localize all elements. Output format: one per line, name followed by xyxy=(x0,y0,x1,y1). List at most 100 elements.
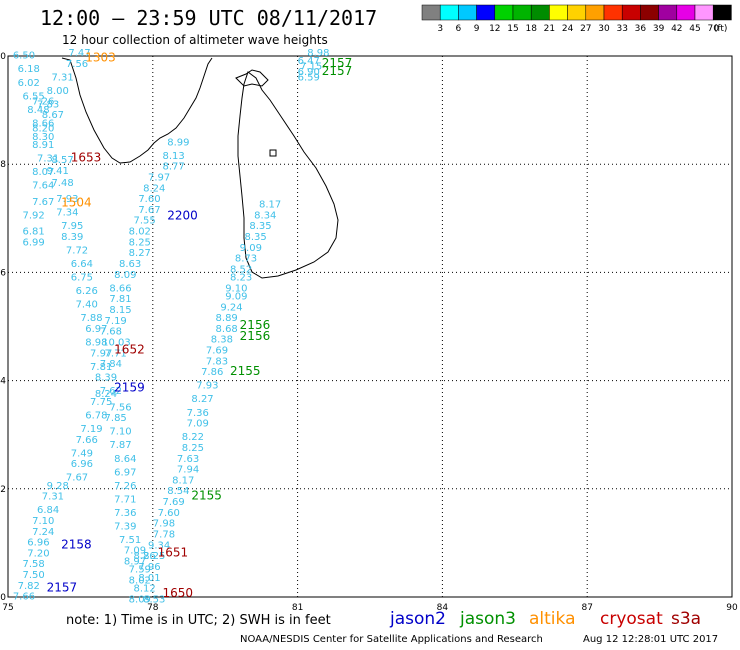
swh-value: 8.25 xyxy=(182,443,204,454)
colorbar-label: 70 xyxy=(707,24,719,34)
jaffna-coastline xyxy=(235,69,269,87)
colorbar-label: 45 xyxy=(689,24,700,34)
swh-value: 7.96 xyxy=(138,562,160,573)
colorbar-label: 33 xyxy=(616,24,627,34)
swh-value: 7.97 xyxy=(90,348,112,359)
swh-value: 8.67 xyxy=(42,110,64,121)
swh-value: 7.71 xyxy=(105,348,127,359)
swh-value: 7.93 xyxy=(56,194,78,205)
colorbar-swatch xyxy=(439,4,459,21)
colorbar-label: 15 xyxy=(507,24,518,34)
swh-value: 8.23 xyxy=(230,273,252,284)
swh-value: 8.39 xyxy=(95,373,117,384)
swh-value: 6.55 xyxy=(22,91,44,102)
pass-time-label: 1303 xyxy=(85,50,116,64)
x-tick-label: 75 xyxy=(2,603,13,613)
swh-value: 8.26 xyxy=(133,551,155,562)
map-frame: 75 78 81 84 87 90 0 2 4 6 8 10 xyxy=(0,52,738,613)
pass-time-label: 2155 xyxy=(230,364,261,378)
map-subtitle: 12 hour collection of altimeter wave hei… xyxy=(62,33,328,47)
x-tick-label: 90 xyxy=(726,603,738,613)
legend-altika: altika xyxy=(529,609,576,629)
swh-value: 6.90 xyxy=(298,67,320,78)
swh-value: 7.92 xyxy=(22,210,44,221)
colorbar-label: 30 xyxy=(598,24,610,34)
y-tick-label: 6 xyxy=(0,268,6,278)
swh-value: 8.35 xyxy=(245,232,267,243)
x-tick-label: 81 xyxy=(292,603,303,613)
swh-value: 7.72 xyxy=(66,245,88,256)
swh-value: 8.01 xyxy=(138,573,160,584)
swh-value: 8.77 xyxy=(162,162,184,173)
swh-value: 8.17 xyxy=(259,199,281,210)
swh-value: 7.75 xyxy=(90,397,112,408)
swh-value: 8.66 xyxy=(109,283,131,294)
colorbar-swatch xyxy=(640,4,659,21)
pass-time-labels: 1303 1653 1504 2200 1652 2159 2158 2157 21562156… xyxy=(47,50,353,600)
y-tick-label: 4 xyxy=(0,377,6,387)
swh-value: 9.10 xyxy=(225,283,247,294)
y-tick-label: 2 xyxy=(0,485,6,495)
swh-value: 6.47 xyxy=(298,56,320,67)
x-tick-label: 87 xyxy=(581,603,592,613)
swh-value: 7.67 xyxy=(66,473,88,484)
swh-value: 7.81 xyxy=(109,294,131,305)
swh-value: 7.83 xyxy=(37,99,59,110)
colorbar-label: 39 xyxy=(653,24,665,34)
y-tick-label: 10 xyxy=(0,52,6,62)
swh-value: 6.18 xyxy=(18,64,40,75)
swh-value: 7.69 xyxy=(206,346,228,357)
swh-value: 7.71 xyxy=(114,494,136,505)
swh-value: 8.64 xyxy=(114,454,136,465)
colorbar-swatch xyxy=(549,4,568,21)
swh-value: 6.59 xyxy=(298,72,320,83)
colorbar-swatch xyxy=(476,4,496,21)
colorbar-swatch xyxy=(676,4,696,21)
swh-value: 7.64 xyxy=(32,181,54,192)
swh-value: 8.66 xyxy=(32,118,54,129)
swh-value: 6.84 xyxy=(37,505,59,516)
swh-value: 7.60 xyxy=(138,194,160,205)
pass-time-label: 2157 xyxy=(322,64,353,78)
y-tick-label: 8 xyxy=(0,160,6,170)
swh-value: 8.20 xyxy=(32,124,54,135)
swh-value: 7.31 xyxy=(37,153,59,164)
swh-value: 7.26 xyxy=(32,97,54,108)
swh-value: 7.15 xyxy=(300,62,322,73)
swh-value: 7.48 xyxy=(51,178,73,189)
swh-value: 8.53 xyxy=(143,594,165,605)
swh-value: 6.02 xyxy=(18,78,40,89)
swh-value: 7.51 xyxy=(119,535,141,546)
swh-value: 8.17 xyxy=(172,475,194,486)
swh-value: 8.02 xyxy=(129,575,151,586)
colorbar-swatch xyxy=(603,4,623,21)
swh-value: 9.41 xyxy=(47,166,69,177)
swh-value: 7.19 xyxy=(80,424,102,435)
colorbar-unit: (ft) xyxy=(714,24,728,34)
y-tick-label: 0 xyxy=(0,593,6,603)
swh-value: 8.57 xyxy=(51,155,73,166)
swh-value: 6.64 xyxy=(71,259,93,270)
swh-value: 8.27 xyxy=(129,248,151,259)
swh-value: 7.24 xyxy=(32,527,54,538)
swh-value: 8.73 xyxy=(235,254,257,265)
swh-value: 7.58 xyxy=(22,559,44,570)
colorbar-label: 24 xyxy=(562,24,574,34)
colorbar-label: 27 xyxy=(580,24,591,34)
swh-value: 7.09 xyxy=(124,546,146,557)
swh-value: 8.12 xyxy=(133,584,155,595)
swh-tracks: 7.476.507.566.187.316.028.006.557.267.83… xyxy=(13,48,330,605)
colorbar-swatch xyxy=(530,4,550,21)
credit-line: NOAA/NESDIS Center for Satellite Applica… xyxy=(240,634,543,645)
india-coastline xyxy=(61,57,213,164)
swh-value: 8.30 xyxy=(32,132,54,143)
swh-value: 7.82 xyxy=(18,581,40,592)
swh-value: 8.25 xyxy=(143,551,165,562)
colorbar-swatch xyxy=(585,4,605,21)
colorbar-swatch xyxy=(512,4,532,21)
swh-value: 8.91 xyxy=(32,140,54,151)
colorbar-swatch xyxy=(658,4,678,21)
swh-value: 7.10 xyxy=(109,427,131,438)
island-coast xyxy=(269,149,277,157)
